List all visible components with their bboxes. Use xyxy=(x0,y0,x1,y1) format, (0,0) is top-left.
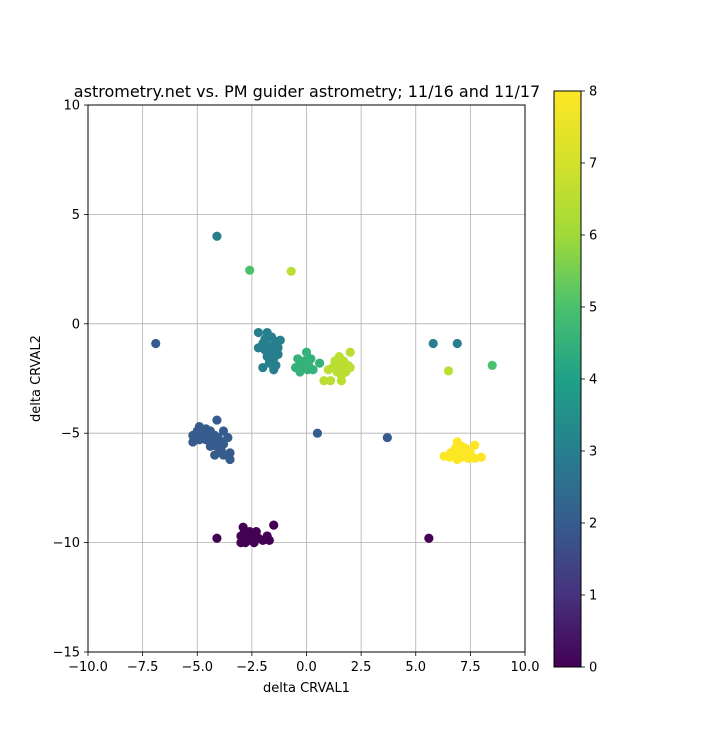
data-point xyxy=(210,450,220,460)
data-point xyxy=(476,452,486,462)
data-point xyxy=(218,450,229,460)
data-point xyxy=(212,415,222,425)
data-point xyxy=(218,426,229,436)
data-point xyxy=(194,435,205,445)
data-point xyxy=(452,338,462,349)
data-point xyxy=(445,452,455,462)
colorbar-tick-label: 4 xyxy=(589,373,597,388)
x-tick-label: 2.5 xyxy=(351,660,372,675)
colorbar-tick-label: 0 xyxy=(589,661,597,676)
chart-title: astrometry.net vs. PM guider astrometry;… xyxy=(74,82,540,101)
data-point xyxy=(487,360,497,370)
colorbar-tick-label: 7 xyxy=(589,157,597,172)
data-point xyxy=(188,430,198,440)
data-point xyxy=(223,432,233,443)
x-tick-label: 10.0 xyxy=(511,660,540,675)
data-point xyxy=(269,520,279,530)
x-tick-label: 0.0 xyxy=(296,660,317,675)
y-axis-ticks: 10 5 0 −5 −10 −15 xyxy=(53,99,88,661)
data-point xyxy=(452,454,462,465)
x-tick-label: −7.5 xyxy=(127,660,159,675)
data-point xyxy=(463,453,473,463)
data-point xyxy=(212,533,222,543)
data-point xyxy=(286,266,296,276)
data-point xyxy=(336,376,347,386)
data-point xyxy=(246,535,256,546)
data-point xyxy=(325,376,336,386)
x-tick-label: −10.0 xyxy=(68,660,108,675)
y-tick-label: 5 xyxy=(72,208,80,223)
data-point xyxy=(319,376,329,386)
x-tick-label: 7.5 xyxy=(460,660,481,675)
y-tick-label: 10 xyxy=(63,99,80,114)
x-tick-label: −2.5 xyxy=(236,660,268,675)
data-point xyxy=(315,358,325,368)
colorbar xyxy=(553,90,582,668)
colorbar-tick-label: 1 xyxy=(589,589,597,604)
y-tick-label: −15 xyxy=(53,646,80,661)
y-tick-label: −10 xyxy=(53,536,80,551)
data-point xyxy=(295,367,305,377)
data-point xyxy=(345,347,355,357)
data-point xyxy=(258,362,268,373)
data-point xyxy=(470,440,480,450)
colorbar-tick-label: 2 xyxy=(589,517,597,532)
data-points xyxy=(151,231,497,548)
data-point xyxy=(225,454,235,465)
data-point xyxy=(253,327,264,338)
data-point xyxy=(213,432,223,443)
data-point xyxy=(323,365,333,375)
data-point xyxy=(264,535,274,546)
data-point xyxy=(302,365,313,375)
data-point xyxy=(312,428,323,438)
data-point xyxy=(245,265,255,275)
data-point xyxy=(273,343,283,353)
colorbar-tick-label: 3 xyxy=(589,445,597,460)
data-point xyxy=(151,338,161,349)
colorbar-tick-label: 8 xyxy=(589,85,597,100)
x-axis-label: delta CRVAL1 xyxy=(263,681,350,696)
data-point xyxy=(428,338,438,349)
x-tick-label: −5.0 xyxy=(181,660,213,675)
colorbar-tick-label: 5 xyxy=(589,301,597,316)
data-point xyxy=(443,366,454,376)
colorbar-ticks: 0 1 2 3 4 5 6 7 8 xyxy=(581,85,597,676)
data-point xyxy=(301,347,312,357)
data-point xyxy=(424,533,434,543)
data-point xyxy=(239,528,249,538)
y-tick-label: 0 xyxy=(72,317,80,332)
colorbar-tick-label: 6 xyxy=(589,229,597,244)
x-tick-label: 5.0 xyxy=(405,660,426,675)
y-tick-label: −5 xyxy=(61,427,80,442)
data-point xyxy=(269,365,279,375)
data-point xyxy=(205,441,215,451)
x-axis-ticks: −10.0 −7.5 −5.0 −2.5 0.0 2.5 5.0 7.5 10.0 xyxy=(68,652,539,675)
data-point xyxy=(382,432,392,443)
data-point xyxy=(212,231,222,241)
y-axis-label: delta CRVAL2 xyxy=(29,335,44,422)
